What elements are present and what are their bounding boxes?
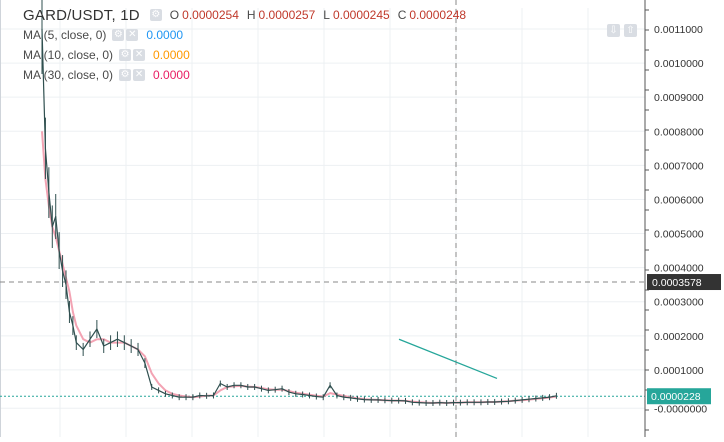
indicator-value: 0.0000 (146, 28, 184, 42)
high-key: H (246, 8, 256, 22)
close-icon[interactable]: ✕ (126, 29, 139, 41)
chart-grid (0, 0, 645, 437)
symbol-title: GARD/USDT, 1D (23, 6, 140, 24)
gear-icon[interactable]: ⚙ (119, 69, 132, 81)
indicator-label: MA (30, close, 0) (23, 68, 114, 82)
close-key: C (397, 8, 407, 22)
y-tick-label: 0.0011000 (654, 24, 703, 36)
y-tick-label: 0.0006000 (654, 194, 704, 206)
gear-icon[interactable]: ⚙ (119, 49, 132, 61)
gear-icon[interactable]: ⚙ (112, 29, 125, 41)
low-value: 0.0000245 (332, 8, 390, 22)
last-price-label: 0.0000228 (651, 391, 701, 403)
y-tick-label: 0.0003000 (654, 297, 704, 309)
open-key: O (169, 8, 180, 22)
y-tick-label: 0.0008000 (654, 126, 704, 138)
gear-icon[interactable]: ⚙ (149, 9, 162, 21)
y-tick-label: 0.0005000 (654, 229, 704, 241)
y-tick-label: 0.0002000 (654, 331, 704, 343)
indicator-value: 0.0000 (153, 68, 190, 82)
close-icon[interactable]: ✕ (133, 49, 146, 61)
indicator-ma10[interactable]: MA (10, close, 0) ⚙ ✕ 0.0000 (23, 46, 190, 64)
crosshair-price-label-bg (647, 274, 721, 291)
indicator-ma30[interactable]: MA (30, close, 0) ⚙ ✕ 0.0000 (23, 66, 190, 84)
close-icon[interactable]: ✕ (133, 69, 146, 81)
arrow-up-icon[interactable]: ⇧ (624, 24, 637, 37)
indicator-label: MA (10, close, 0) (23, 48, 114, 62)
y-tick-label: 0.0007000 (654, 160, 704, 172)
open-value: 0.0000254 (182, 8, 239, 22)
y-tick-label: -0.0000000 (654, 403, 707, 415)
indicator-value: 0.0000 (153, 48, 190, 62)
series-line-0 (41, 28, 557, 404)
indicator-label: MA (5, close, 0) (23, 28, 107, 42)
trend-line (398, 338, 498, 380)
y-tick-label: 0.0009000 (654, 92, 704, 104)
last-price-label-bg (647, 388, 711, 405)
low-key: L (323, 8, 330, 22)
chart-marks (0, 0, 645, 437)
y-tick-label: 0.0001000 (654, 365, 704, 377)
crosshair-price-label: 0.0003578 (652, 277, 702, 289)
chart-legend-header: GARD/USDT, 1D ⚙ O 0.0000254 H 0.0000257 … (23, 5, 466, 25)
indicator-ma5[interactable]: MA (5, close, 0) ⚙ ✕ 0.0000 (23, 26, 183, 44)
high-value: 0.0000257 (258, 8, 316, 22)
close-value: 0.0000248 (409, 8, 467, 22)
y-tick-label: 0.0010000 (654, 58, 704, 70)
y-tick-label: 0.0004000 (654, 263, 704, 275)
arrow-down-icon[interactable]: ⇩ (607, 24, 620, 37)
price-axis[interactable]: 0.0011000 0.0010000 0.0009000 0.0008000 0.00… (644, 0, 721, 437)
